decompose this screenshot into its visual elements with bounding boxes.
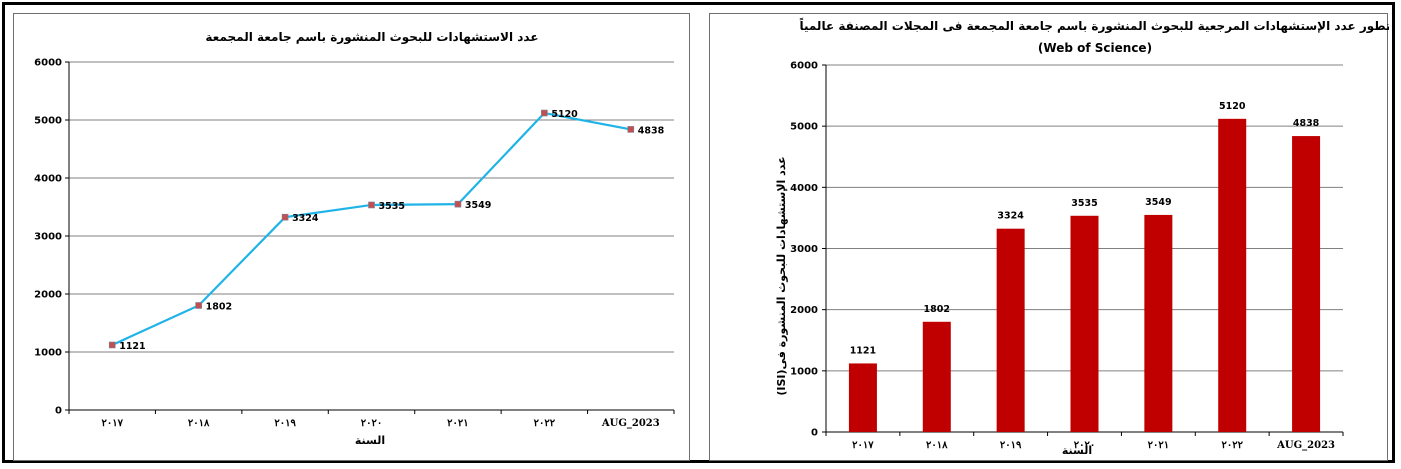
line-chart-x-tick-label: AUG_2023: [601, 418, 660, 429]
line-chart-y-tick-label: 6000: [34, 58, 62, 69]
line-chart-x-tick-label: ٢٠٢١: [447, 418, 468, 429]
bar-chart-x-axis-label: السنة: [1062, 444, 1092, 457]
line-chart-x-tick-label: ٢٠٢٢: [534, 418, 556, 429]
bar-chart-y-tick-label: 5000: [790, 122, 818, 133]
line-chart-y-tick-label: 4000: [34, 174, 62, 185]
bar-chart-y-tick-label: 2000: [790, 305, 818, 316]
bar-chart-data-label: 3324: [997, 211, 1024, 222]
bar-chart-x-tick-label: ٢٠١٩: [1000, 440, 1022, 451]
line-chart-data-label: 4838: [638, 125, 665, 136]
bar-chart-bar: [1144, 214, 1173, 432]
bar-chart-y-ticks: 0 1000 2000 3000 4000 5000 6000: [790, 61, 826, 439]
line-chart-point: [454, 200, 462, 208]
bar-chart-y-tick-label: 1000: [790, 366, 818, 377]
bar-chart-data-label: 1802: [924, 304, 950, 315]
line-chart-y-tick-label: 5000: [34, 116, 62, 127]
bar-chart-data-label: 3535: [1071, 198, 1097, 209]
line-chart-series-line: [111, 111, 631, 346]
line-chart-x-tick-label: ٢٠١٩: [274, 418, 296, 429]
bar-chart-data-label: 3549: [1145, 197, 1171, 208]
line-chart-x-ticks: ٢٠١٧ ٢٠١٨ ٢٠١٩ ٢٠٢٠ ٢٠٢١ ٢٠٢٢ AUG_2023: [68, 410, 675, 429]
bar-chart-bar: [1218, 118, 1247, 433]
bar-chart-data-label: 1121: [850, 345, 876, 356]
line-chart-point: [541, 109, 548, 117]
bar-chart-data-label: 5120: [1219, 101, 1246, 112]
bar-chart-bars: [848, 118, 1321, 433]
line-chart-point: [627, 126, 635, 133]
bar-chart-y-tick-label: 0: [811, 428, 818, 439]
bar-chart-bar: [848, 363, 877, 432]
line-chart-data-labels: 1121 1802 3324 3535 3549 5120 4838: [119, 109, 664, 352]
bar-chart: تطور عدد الإستشهادات المرجعية للبحوث الم…: [775, 17, 1389, 457]
bar-chart-bar: [1070, 215, 1099, 432]
line-chart: عدد الاستشهادات للبحوث المنشورة باسم جام…: [34, 30, 675, 447]
line-chart-gridlines: [68, 61, 674, 411]
line-chart-x-tick-label: ٢٠١٨: [188, 418, 210, 429]
line-chart-data-label: 1802: [206, 301, 232, 312]
line-chart-panel: عدد الاستشهادات للبحوث المنشورة باسم جام…: [13, 13, 690, 461]
line-chart-y-tick-label: 1000: [34, 348, 62, 359]
line-chart-point: [108, 341, 116, 349]
bar-chart-x-tick-label: ٢٠١٨: [926, 440, 948, 451]
line-chart-series: [108, 109, 635, 349]
line-chart-data-label: 3535: [379, 201, 405, 212]
bar-chart-x-tick-label: ٢٠٢٢: [1221, 440, 1243, 451]
line-chart-y-tick-label: 3000: [34, 232, 62, 243]
line-chart-title: عدد الاستشهادات للبحوث المنشورة باسم جام…: [205, 30, 538, 45]
bar-chart-subtitle: (Web of Science): [1038, 41, 1152, 55]
line-chart-data-label: 5120: [551, 109, 578, 120]
line-chart-data-label: 3549: [465, 200, 491, 211]
bar-chart-bar: [1292, 136, 1321, 432]
line-chart-x-axis-label: السنة: [355, 434, 385, 447]
line-chart-data-label: 1121: [119, 341, 145, 352]
line-chart-point: [195, 302, 202, 309]
bar-chart-bar: [996, 228, 1025, 432]
line-chart-point: [368, 201, 375, 209]
line-chart-point: [281, 213, 289, 221]
bar-chart-bar: [922, 321, 951, 432]
bar-chart-x-ticks: ٢٠١٧ ٢٠١٨ ٢٠١٩ ٢٠٢٠ ٢٠٢١ ٢٠٢٢ AUG_2023: [825, 432, 1344, 451]
bar-chart-x-tick-label: ٢٠٢٠: [1074, 440, 1095, 451]
bar-chart-x-tick-label: AUG_2023: [1276, 440, 1335, 451]
bar-chart-data-labels: 1121 1802 3324 3535 3549 5120 4838: [850, 101, 1320, 357]
line-chart-y-tick-label: 0: [55, 406, 62, 417]
bar-chart-y-axis-label: عدد الإستشهادات للبحوث المنشورة فى(ISI): [775, 156, 788, 395]
bar-chart-title: تطور عدد الإستشهادات المرجعية للبحوث الم…: [799, 17, 1389, 34]
line-chart-data-label: 3324: [292, 213, 319, 224]
line-chart-y-ticks: 0 1000 2000 3000 4000 5000 6000: [34, 58, 69, 417]
bar-chart-y-tick-label: 6000: [790, 61, 818, 72]
line-chart-y-tick-label: 2000: [34, 290, 62, 301]
bar-chart-y-tick-label: 4000: [790, 183, 818, 194]
line-chart-x-tick-label: ٢٠١٧: [101, 418, 123, 429]
line-chart-x-tick-label: ٢٠٢٠: [361, 418, 382, 429]
bar-chart-y-tick-label: 3000: [790, 244, 818, 255]
bar-chart-x-tick-label: ٢٠١٧: [852, 440, 874, 451]
figure-frame: عدد الاستشهادات للبحوث المنشورة باسم جام…: [2, 2, 1395, 463]
bar-chart-data-label: 4838: [1293, 118, 1320, 129]
bar-chart-x-tick-label: ٢٠٢١: [1148, 440, 1169, 451]
bar-chart-panel: تطور عدد الإستشهادات المرجعية للبحوث الم…: [709, 13, 1389, 461]
